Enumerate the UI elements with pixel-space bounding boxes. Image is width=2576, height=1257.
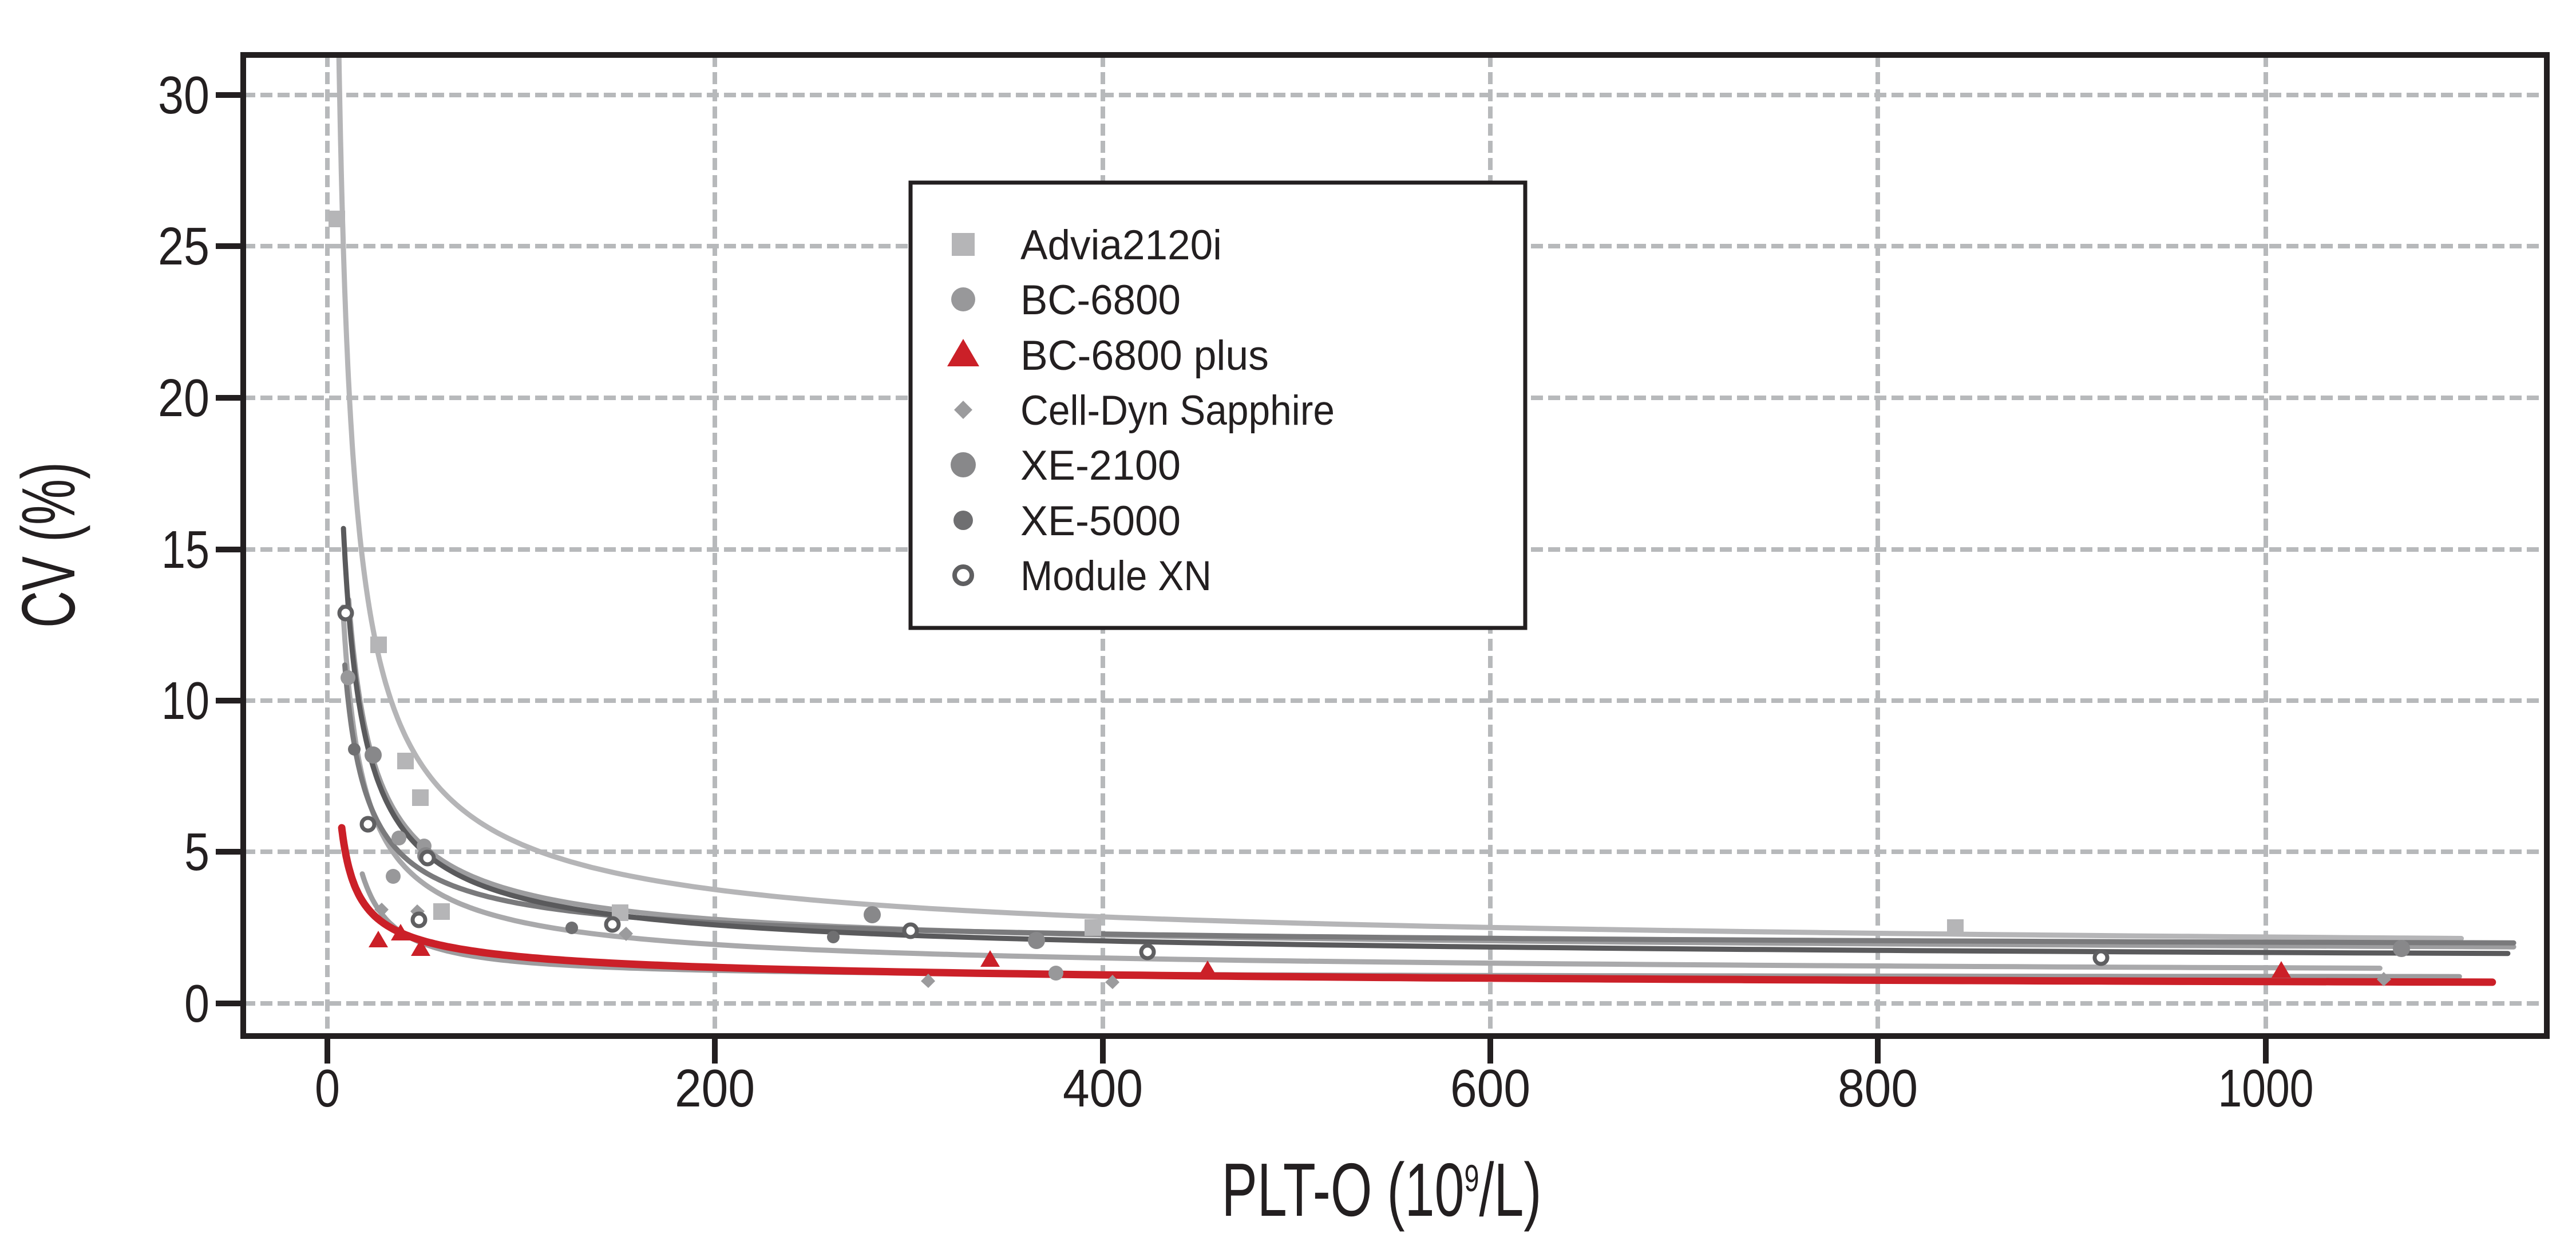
- svg-text:25: 25: [158, 216, 209, 276]
- svg-text:200: 200: [675, 1058, 755, 1118]
- svg-text:Advia2120i: Advia2120i: [1020, 222, 1222, 268]
- svg-text:0: 0: [315, 1058, 340, 1118]
- svg-text:20: 20: [158, 368, 209, 428]
- svg-text:XE-5000: XE-5000: [1020, 498, 1181, 544]
- svg-text:Module XN: Module XN: [1020, 553, 1212, 599]
- svg-text:600: 600: [1450, 1058, 1530, 1118]
- svg-text:15: 15: [161, 520, 209, 579]
- svg-text:BC-6800: BC-6800: [1020, 277, 1181, 323]
- svg-text:Cell-Dyn Sapphire: Cell-Dyn Sapphire: [1020, 388, 1335, 434]
- svg-text:400: 400: [1063, 1058, 1143, 1118]
- svg-text:5: 5: [184, 822, 209, 882]
- svg-text:PLT-O (109/L): PLT-O (109/L): [1222, 1148, 1542, 1232]
- svg-text:BC-6800 plus: BC-6800 plus: [1020, 333, 1269, 379]
- svg-text:800: 800: [1838, 1058, 1918, 1118]
- svg-text:XE-2100: XE-2100: [1020, 442, 1181, 489]
- svg-text:CV (%): CV (%): [6, 462, 90, 628]
- svg-text:30: 30: [158, 65, 209, 125]
- svg-text:1000: 1000: [2218, 1058, 2314, 1118]
- svg-text:0: 0: [184, 974, 209, 1033]
- svg-text:10: 10: [161, 671, 209, 730]
